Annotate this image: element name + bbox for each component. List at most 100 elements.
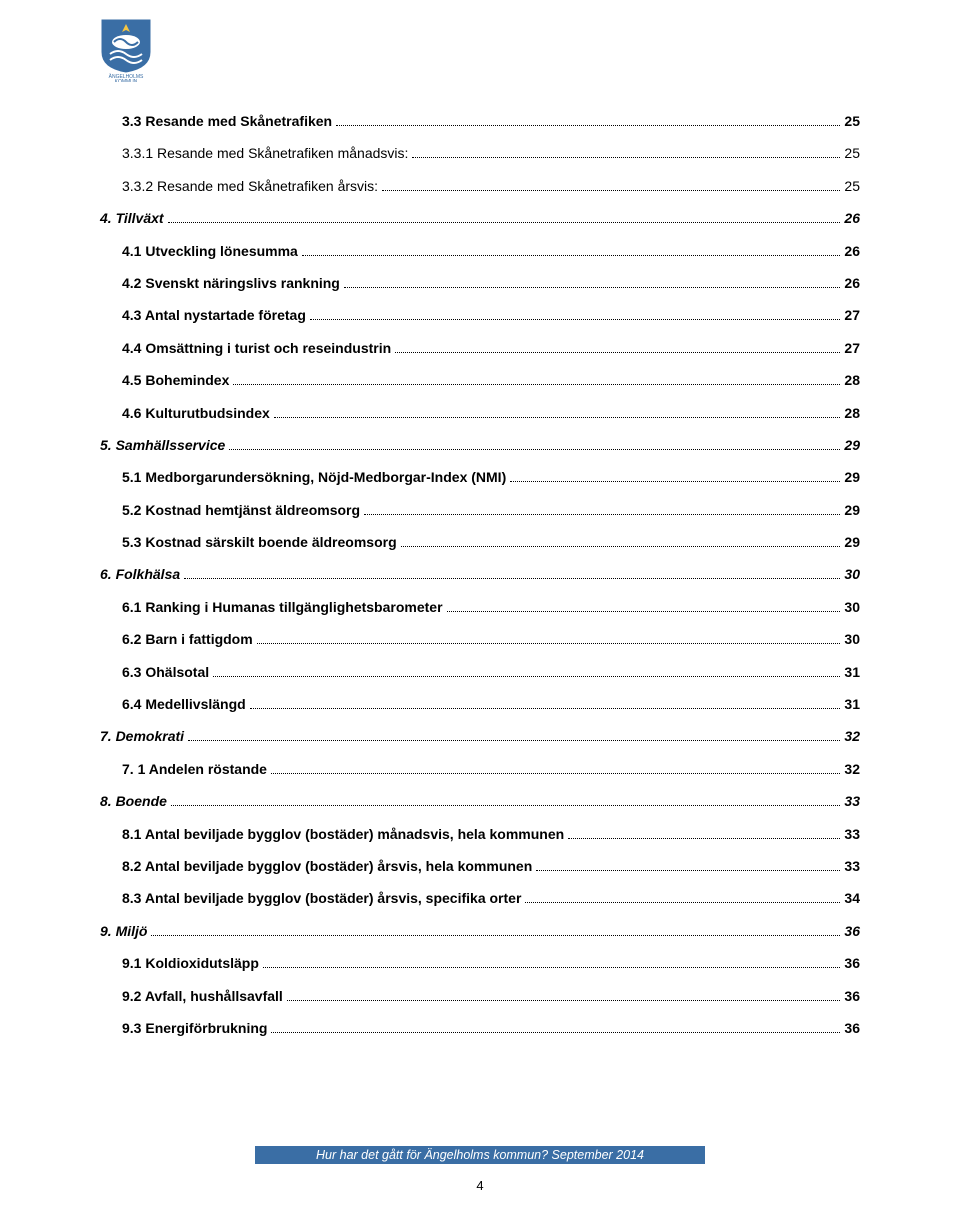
toc-entry-label: 9.1 Koldioxidutsläpp — [122, 952, 259, 974]
toc-entry: 6.4 Medellivslängd31 — [100, 693, 860, 715]
toc-leader-dots — [395, 352, 840, 353]
page-footer: Hur har det gått för Ängelholms kommun? … — [0, 1146, 960, 1193]
toc-entry-label: 4.6 Kulturutbudsindex — [122, 402, 270, 424]
toc-entry-label: 3.3.1 Resande med Skånetrafiken månadsvi… — [122, 142, 408, 164]
toc-entry-page: 26 — [844, 240, 860, 262]
toc-entry: 8.3 Antal beviljade bygglov (bostäder) å… — [100, 887, 860, 909]
toc-entry: 3.3.1 Resande med Skånetrafiken månadsvi… — [100, 142, 860, 164]
toc-entry-label: 9. Miljö — [100, 920, 147, 942]
toc-entry: 4.1 Utveckling lönesumma26 — [100, 240, 860, 262]
toc-entry: 8.1 Antal beviljade bygglov (bostäder) m… — [100, 823, 860, 845]
toc-leader-dots — [263, 967, 841, 968]
logo-text-line2: KOMMUN — [115, 79, 138, 82]
toc-entry: 4. Tillväxt 26 — [100, 207, 860, 229]
toc-entry: 6.3 Ohälsotal 31 — [100, 661, 860, 683]
toc-leader-dots — [287, 1000, 841, 1001]
footer-page-number: 4 — [0, 1178, 960, 1193]
toc-entry-page: 31 — [844, 693, 860, 715]
toc-entry-label: 9.2 Avfall, hushållsavfall — [122, 985, 283, 1007]
toc-leader-dots — [510, 481, 840, 482]
toc-entry-page: 30 — [844, 628, 860, 650]
toc-entry: 4.4 Omsättning i turist och reseindustri… — [100, 337, 860, 359]
toc-entry-page: 36 — [844, 952, 860, 974]
toc-entry-label: 6. Folkhälsa — [100, 563, 180, 585]
toc-leader-dots — [213, 676, 840, 677]
toc-entry-page: 26 — [844, 272, 860, 294]
toc-entry: 5.3 Kostnad särskilt boende äldreomsorg 2… — [100, 531, 860, 553]
toc-entry-label: 8.2 Antal beviljade bygglov (bostäder) å… — [122, 855, 532, 877]
toc-entry-label: 6.2 Barn i fattigdom — [122, 628, 253, 650]
toc-entry: 4.3 Antal nystartade företag27 — [100, 304, 860, 326]
toc-leader-dots — [525, 902, 840, 903]
footer-title-bar: Hur har det gått för Ängelholms kommun? … — [255, 1146, 705, 1164]
toc-leader-dots — [257, 643, 841, 644]
toc-entry: 5. Samhällsservice 29 — [100, 434, 860, 456]
toc-entry-page: 33 — [844, 790, 860, 812]
toc-entry-label: 6.3 Ohälsotal — [122, 661, 209, 683]
toc-entry-page: 36 — [844, 1017, 860, 1039]
toc-entry: 4.6 Kulturutbudsindex 28 — [100, 402, 860, 424]
toc-leader-dots — [168, 222, 841, 223]
toc-entry-label: 3.3 Resande med Skånetrafiken — [122, 110, 332, 132]
toc-leader-dots — [302, 255, 841, 256]
toc-entry-page: 29 — [844, 434, 860, 456]
toc-leader-dots — [364, 514, 840, 515]
toc-leader-dots — [274, 417, 841, 418]
toc-entry: 3.3.2 Resande med Skånetrafiken årsvis:2… — [100, 175, 860, 197]
toc-entry: 4.5 Bohemindex 28 — [100, 369, 860, 391]
toc-entry: 9.2 Avfall, hushållsavfall 36 — [100, 985, 860, 1007]
toc-entry: 6.2 Barn i fattigdom 30 — [100, 628, 860, 650]
toc-entry-page: 27 — [844, 304, 860, 326]
toc-entry-label: 5.1 Medborgarundersökning, Nöjd-Medborga… — [122, 466, 506, 488]
toc-entry: 3.3 Resande med Skånetrafiken25 — [100, 110, 860, 132]
toc-entry-page: 28 — [844, 369, 860, 391]
toc-entry-page: 29 — [844, 499, 860, 521]
toc-leader-dots — [336, 125, 840, 126]
toc-entry-page: 33 — [844, 855, 860, 877]
toc-leader-dots — [229, 449, 840, 450]
toc-leader-dots — [447, 611, 841, 612]
toc-entry-page: 32 — [844, 725, 860, 747]
toc-entry: 9.3 Energiförbrukning 36 — [100, 1017, 860, 1039]
toc-entry-label: 3.3.2 Resande med Skånetrafiken årsvis: — [122, 175, 378, 197]
toc-entry-page: 36 — [844, 920, 860, 942]
toc-entry: 5.2 Kostnad hemtjänst äldreomsorg 29 — [100, 499, 860, 521]
toc-leader-dots — [401, 546, 841, 547]
toc-entry-page: 36 — [844, 985, 860, 1007]
toc-leader-dots — [171, 805, 841, 806]
toc-leader-dots — [188, 740, 840, 741]
toc-entry-page: 33 — [844, 823, 860, 845]
toc-leader-dots — [271, 1032, 840, 1033]
toc-entry-page: 26 — [844, 207, 860, 229]
toc-entry-label: 8.3 Antal beviljade bygglov (bostäder) å… — [122, 887, 521, 909]
table-of-contents: 3.3 Resande med Skånetrafiken253.3.1 Res… — [100, 110, 860, 1039]
toc-entry-label: 7. 1 Andelen röstande — [122, 758, 267, 780]
toc-entry-page: 28 — [844, 402, 860, 424]
toc-entry-label: 9.3 Energiförbrukning — [122, 1017, 267, 1039]
toc-entry-page: 34 — [844, 887, 860, 909]
toc-entry-page: 25 — [844, 142, 860, 164]
toc-leader-dots — [568, 838, 840, 839]
toc-entry-page: 29 — [844, 531, 860, 553]
toc-entry: 5.1 Medborgarundersökning, Nöjd-Medborga… — [100, 466, 860, 488]
toc-entry-page: 29 — [844, 466, 860, 488]
toc-leader-dots — [233, 384, 840, 385]
toc-leader-dots — [271, 773, 840, 774]
toc-entry-label: 5.3 Kostnad särskilt boende äldreomsorg — [122, 531, 397, 553]
toc-entry-page: 31 — [844, 661, 860, 683]
toc-leader-dots — [184, 578, 840, 579]
toc-leader-dots — [250, 708, 841, 709]
document-page: ÄNGELHOLMS KOMMUN 3.3 Resande med Skånet… — [0, 0, 960, 1223]
toc-entry: 6.1 Ranking i Humanas tillgänglighetsbar… — [100, 596, 860, 618]
toc-entry-page: 30 — [844, 563, 860, 585]
toc-entry-label: 4.2 Svenskt näringslivs rankning — [122, 272, 340, 294]
toc-entry-label: 7. Demokrati — [100, 725, 184, 747]
toc-entry-label: 4.5 Bohemindex — [122, 369, 229, 391]
toc-entry-label: 4. Tillväxt — [100, 207, 164, 229]
toc-entry: 7. Demokrati 32 — [100, 725, 860, 747]
toc-entry-label: 5.2 Kostnad hemtjänst äldreomsorg — [122, 499, 360, 521]
toc-leader-dots — [310, 319, 841, 320]
toc-entry-label: 5. Samhällsservice — [100, 434, 225, 456]
toc-leader-dots — [151, 935, 840, 936]
toc-leader-dots — [344, 287, 841, 288]
